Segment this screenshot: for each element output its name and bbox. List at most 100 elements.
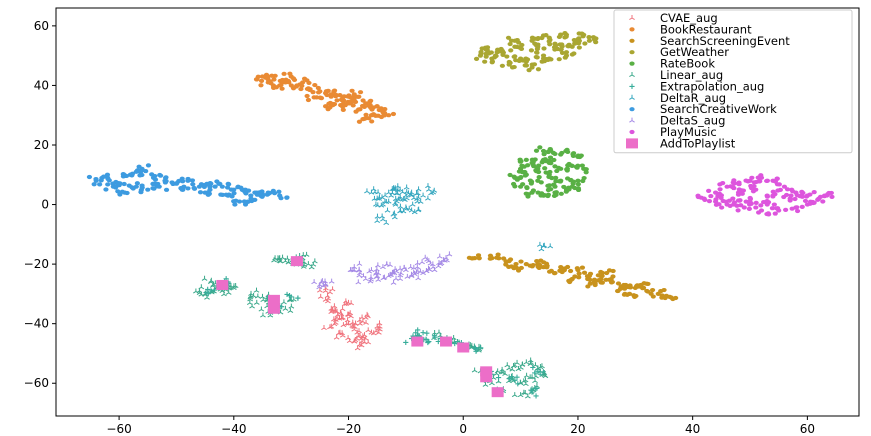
series-searchcreativework-point [190, 182, 196, 187]
series-searchscreeningevent-point [564, 264, 571, 270]
series-addtoplaylist-point [267, 294, 280, 305]
series-playmusic-point [726, 198, 732, 203]
series-extrapolation-aug-point [532, 370, 538, 376]
series-bookrestaurant-point [341, 101, 347, 106]
series-linear-aug-point [509, 366, 516, 372]
series-bookrestaurant-point [337, 93, 343, 98]
series-searchcreativework-point [232, 202, 238, 207]
series-searchcreativework-point [185, 186, 191, 191]
series-getweather-point [576, 31, 582, 36]
series-searchcreativework-point [97, 182, 103, 187]
series-deltar-aug-point [408, 207, 415, 213]
series-ratebook-point [530, 188, 537, 193]
legend-getweather: GetWeather [629, 45, 729, 59]
legend-deltas-aug: DeltaS_aug [629, 114, 725, 128]
series-searchscreeningevent-point [530, 262, 536, 268]
series-linear-aug-point [253, 287, 260, 293]
series-ratebook-point [581, 175, 587, 181]
series-ratebook-point [521, 169, 528, 175]
series-playmusic-point [774, 206, 780, 211]
series-searchcreativework-point [117, 190, 123, 195]
series-ratebook-point [573, 164, 580, 169]
series-playmusic-point [718, 195, 724, 201]
series-ratebook-point [546, 174, 552, 180]
series-bookrestaurant-point [340, 107, 346, 113]
series-playmusic-point [753, 205, 759, 210]
series-playmusic [695, 173, 835, 217]
legend-bookrestaurant-marker [629, 27, 635, 32]
series-addtoplaylist-point [480, 372, 493, 383]
series-searchscreeningevent-point [598, 280, 604, 285]
series-playmusic-point [783, 207, 789, 212]
series-searchcreativework-point [150, 186, 156, 191]
series-deltar-aug-point [374, 213, 381, 219]
series-deltar-aug-point [425, 195, 431, 201]
series-linear-aug-point [524, 393, 531, 399]
series-bookrestaurant-point [386, 113, 392, 118]
series-searchscreeningevent-point [518, 259, 524, 264]
series-ratebook-point [572, 185, 578, 191]
series-ratebook-point [538, 193, 544, 198]
series-cvae-aug-point [325, 295, 332, 301]
series-cvae-aug-point [340, 322, 347, 328]
series-extrapolation-aug-point [452, 340, 458, 347]
legend-extrapolation-aug: Extrapolation_aug [629, 79, 764, 93]
y-tick-label: 0 [41, 198, 49, 212]
series-bookrestaurant-point [255, 74, 261, 79]
series-ratebook-point [536, 175, 542, 180]
series-deltar-aug-point [411, 195, 417, 201]
series-linear-aug-point [498, 369, 505, 375]
series-ratebook-point [542, 166, 548, 171]
series-ratebook-point [521, 164, 527, 169]
series-deltas-aug-point [356, 266, 363, 272]
series-playmusic-point [820, 199, 826, 204]
series-linear-aug-point [225, 289, 232, 295]
series-deltas-aug-point [347, 267, 354, 273]
series-playmusic-point [825, 191, 831, 197]
legend-cvae-aug-label: CVAE_aug [660, 11, 718, 25]
series-getweather-point [591, 37, 598, 42]
series-getweather-point [528, 48, 535, 53]
series-extrapolation-aug-point [515, 381, 521, 387]
series-linear-aug-point [281, 299, 287, 305]
series-bookrestaurant-point [356, 119, 363, 124]
series-searchcreativework-point [157, 172, 163, 178]
series-deltar-aug-point [409, 201, 416, 207]
series-playmusic-point [731, 200, 738, 205]
series-searchcreativework-point [179, 176, 185, 181]
series-linear-aug-point [272, 255, 278, 261]
series-bookrestaurant-point [268, 81, 274, 86]
legend-searchscreeningevent-label: SearchScreeningEvent [660, 34, 790, 48]
series-deltas-aug-point [419, 259, 425, 265]
series-playmusic-point [764, 198, 770, 204]
series-searchcreativework-point [163, 175, 169, 180]
series-deltas-aug-point [398, 270, 404, 276]
series-searchcreativework [86, 163, 290, 207]
series-deltas-aug-point [393, 275, 399, 281]
series-deltar-aug-point [403, 205, 410, 211]
series-getweather-point [512, 54, 518, 59]
series-linear-aug-point [260, 312, 266, 318]
series-getweather-point [565, 43, 571, 49]
series-searchcreativework-point [103, 187, 109, 192]
series-bookrestaurant-point [315, 90, 322, 95]
series-extrapolation-aug-point [284, 291, 290, 298]
series-deltar-aug-point [376, 194, 383, 200]
series-getweather-point [541, 46, 547, 51]
series-cvae-aug-point [343, 320, 350, 326]
series-searchcreativework-point [86, 174, 93, 180]
series-searchscreeningevent-point [587, 277, 593, 282]
series-bookrestaurant-point [349, 88, 355, 93]
legend-searchcreativework-label: SearchCreativeWork [660, 102, 777, 116]
series-ratebook-point [512, 184, 518, 189]
series-searchcreativework-point [115, 181, 121, 186]
series-searchcreativework-point [163, 187, 170, 192]
series-bookrestaurant-point [363, 112, 369, 117]
series-addtoplaylist-point [491, 387, 504, 398]
series-playmusic-point [771, 202, 777, 207]
series-ratebook-point [517, 175, 524, 181]
series-addtoplaylist-point [290, 256, 303, 267]
series-linear-aug-point [517, 392, 524, 398]
series-cvae-aug-point [317, 293, 324, 299]
series-playmusic-point [731, 185, 737, 191]
